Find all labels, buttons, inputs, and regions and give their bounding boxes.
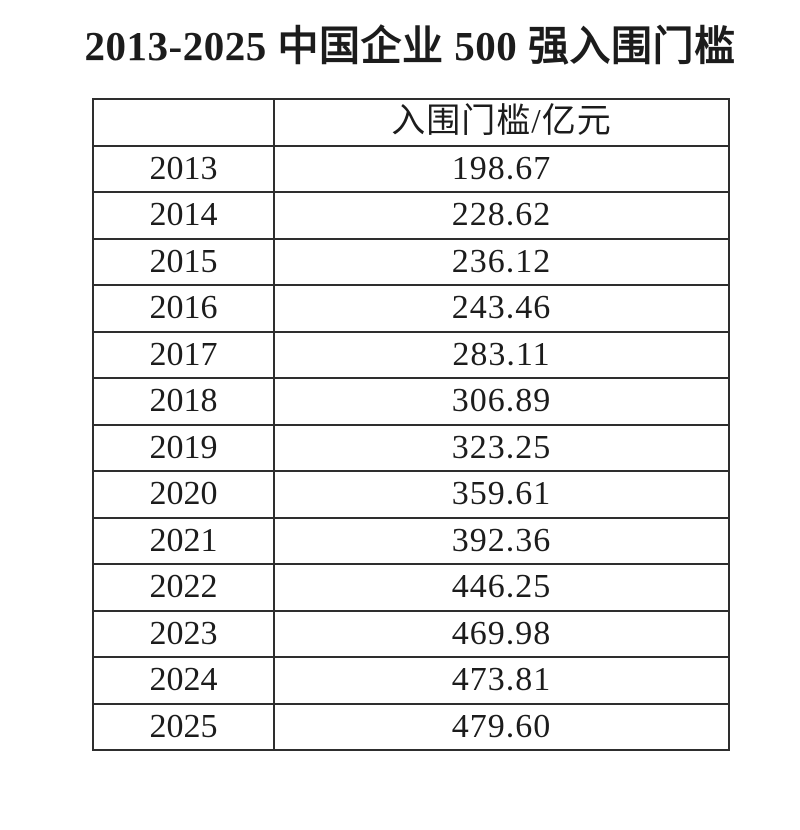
value-cell: 359.61 <box>273 470 730 519</box>
year-cell: 2020 <box>92 470 275 519</box>
value-cell: 306.89 <box>273 377 730 426</box>
year-cell: 2024 <box>92 656 275 705</box>
value-cell: 473.81 <box>273 656 730 705</box>
table-row: 2013 198.67 <box>92 144 730 194</box>
year-cell: 2021 <box>92 516 275 566</box>
table-row: 2024 473.81 <box>92 656 730 705</box>
table-row: 2020 359.61 <box>92 470 730 519</box>
value-cell: 446.25 <box>273 563 730 612</box>
table-row: 2019 323.25 <box>92 423 730 473</box>
table-row: 2021 392.36 <box>92 516 730 566</box>
value-cell: 243.46 <box>273 284 730 333</box>
table-body: 2013 198.67 2014 228.62 2015 236.12 2016 243.46… <box>92 144 730 752</box>
table-row: 2014 228.62 <box>92 191 730 240</box>
table-row: 2023 469.98 <box>92 609 730 659</box>
table-row: 2022 446.25 <box>92 563 730 612</box>
year-cell: 2023 <box>92 609 275 659</box>
year-header-cell <box>92 98 275 147</box>
table-row: 2018 306.89 <box>92 377 730 426</box>
value-cell: 323.25 <box>273 423 730 473</box>
page-title: 2013-2025 中国企业 500 强入围门槛 <box>84 23 736 69</box>
value-cell: 469.98 <box>273 609 730 659</box>
year-cell: 2017 <box>92 330 275 380</box>
table-row: 2015 236.12 <box>92 237 730 287</box>
year-cell: 2014 <box>92 191 275 240</box>
document-page: 2013-2025 中国企业 500 强入围门槛 入围门槛/亿元 2013 198… <box>0 22 800 830</box>
value-cell: 283.11 <box>273 330 730 380</box>
value-header-cell: 入围门槛/亿元 <box>273 98 730 147</box>
value-cell: 228.62 <box>273 191 730 240</box>
year-cell: 2013 <box>92 144 275 194</box>
year-cell: 2022 <box>92 563 275 612</box>
table-row: 2025 479.60 <box>92 702 730 752</box>
year-cell: 2016 <box>92 284 275 333</box>
table-row: 2016 243.46 <box>92 284 730 333</box>
year-cell: 2025 <box>92 702 275 752</box>
table-header: 入围门槛/亿元 <box>92 98 730 147</box>
table-row: 2017 283.11 <box>92 330 730 380</box>
value-cell: 392.36 <box>273 516 730 566</box>
year-cell: 2019 <box>92 423 275 473</box>
header-row: 入围门槛/亿元 <box>92 98 730 147</box>
value-cell: 479.60 <box>273 702 730 752</box>
year-cell: 2018 <box>92 377 275 426</box>
threshold-table: 入围门槛/亿元 2013 198.67 2014 228.62 2015 236.12 20… <box>92 98 730 752</box>
year-cell: 2015 <box>92 237 275 287</box>
value-cell: 236.12 <box>273 237 730 287</box>
value-cell: 198.67 <box>273 144 730 194</box>
